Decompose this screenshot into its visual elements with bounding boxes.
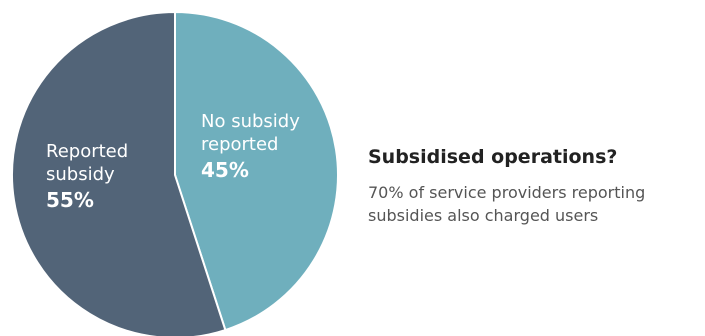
pie-slice-2 (10, 11, 227, 336)
slice-value-label: 55% (46, 188, 94, 212)
slice-label-1: No subsidy reported 45% (201, 111, 300, 182)
slice-value-label: 45% (201, 158, 249, 182)
slice-label-line: subsidy (46, 164, 115, 185)
side-note: 70% of service providers reporting subsi… (368, 183, 646, 225)
slice-label-line: No subsidy (201, 111, 300, 132)
pie-slice-1 (174, 11, 339, 332)
slice-label-line: Reported (46, 141, 128, 162)
slice-label-line: reported (201, 134, 278, 155)
side-title: Subsidised operations? (368, 146, 618, 168)
pie-labels: No subsidy reported 45% Reported subsidy 55% (46, 111, 300, 212)
slice-label-2: Reported subsidy 55% (46, 141, 128, 212)
pie-slices (10, 11, 339, 336)
